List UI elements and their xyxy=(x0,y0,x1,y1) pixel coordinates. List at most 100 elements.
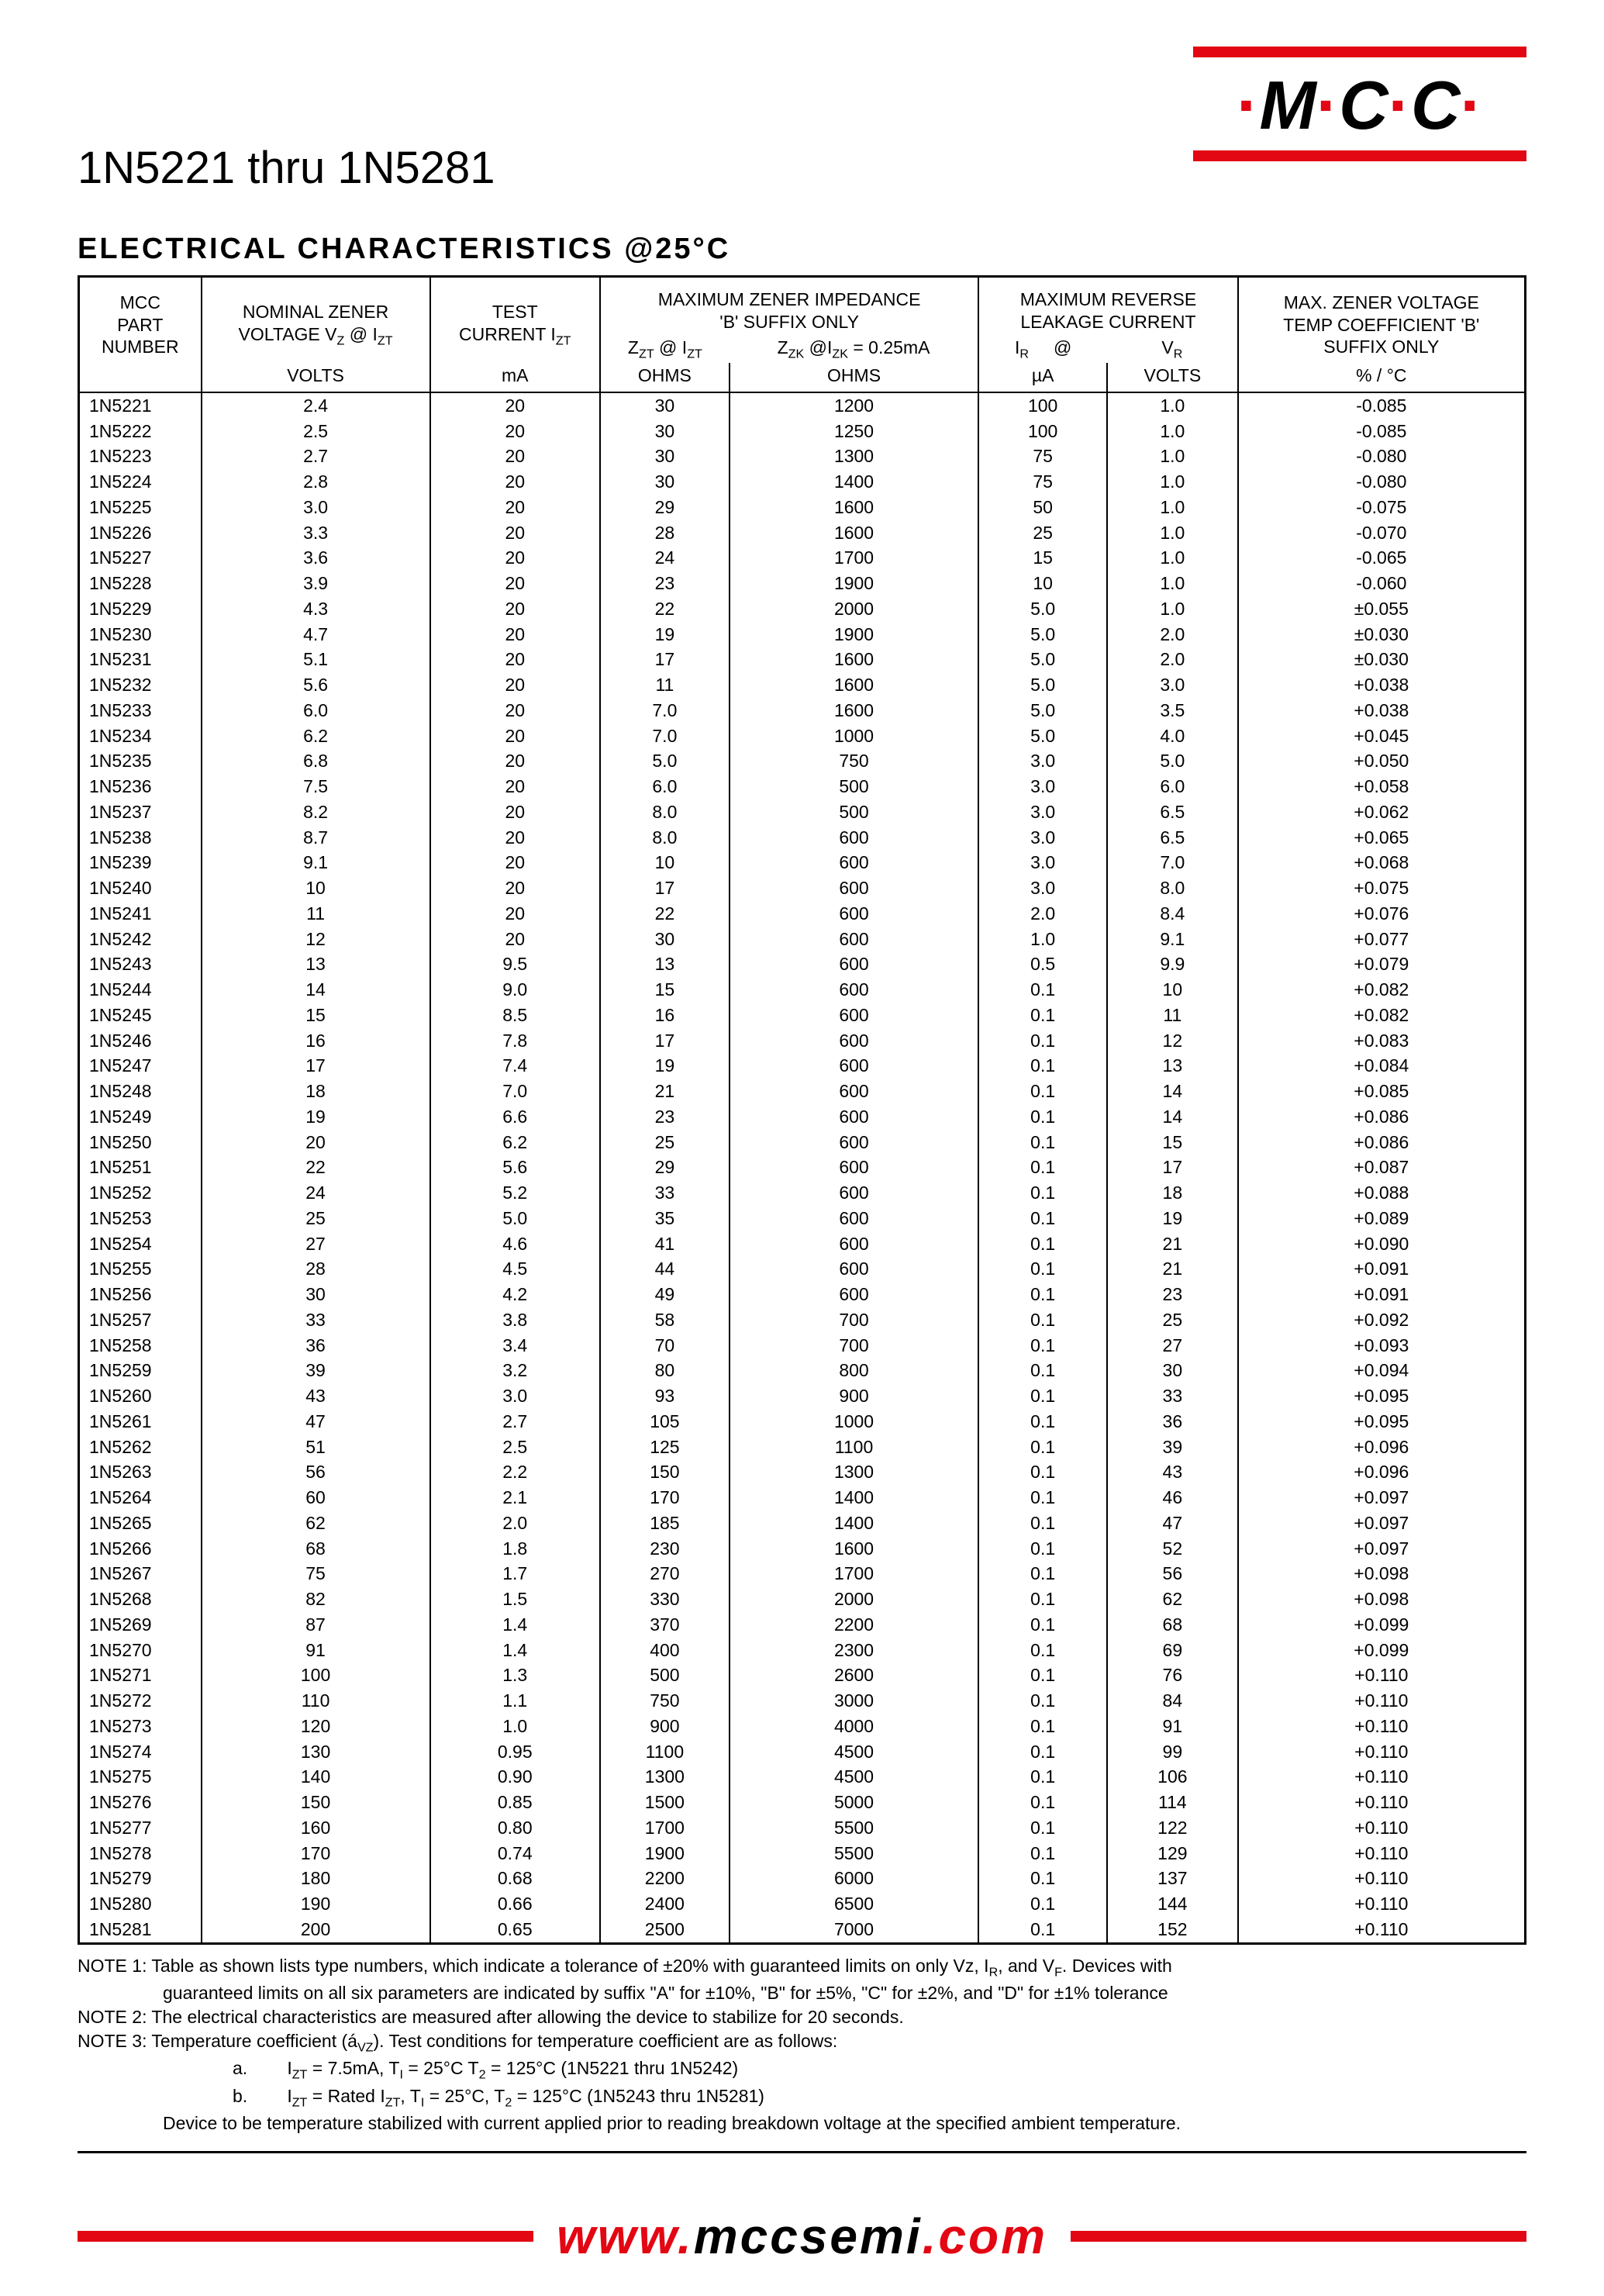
table-row: 1N52711001.350026000.176+0.110 xyxy=(79,1662,1526,1688)
table-cell: 9.9 xyxy=(1107,951,1238,977)
table-cell: 0.1 xyxy=(978,1282,1107,1307)
table-cell: 3.5 xyxy=(1107,698,1238,723)
table-cell: 3.0 xyxy=(978,875,1107,901)
table-cell: 36 xyxy=(202,1333,430,1359)
table-row: 1N5244149.0156000.110+0.082 xyxy=(79,977,1526,1003)
table-cell: 20 xyxy=(430,927,600,952)
table-cell: 24 xyxy=(202,1180,430,1206)
table-cell: 7.4 xyxy=(430,1053,600,1079)
table-cell: 39 xyxy=(202,1358,430,1383)
table-cell: 1N5262 xyxy=(79,1435,202,1460)
table-cell: +0.095 xyxy=(1238,1383,1526,1409)
table-cell: 1N5255 xyxy=(79,1256,202,1282)
table-cell: 1N5250 xyxy=(79,1130,202,1155)
table-cell: 25 xyxy=(978,520,1107,546)
table-cell: 800 xyxy=(730,1358,978,1383)
table-cell: 16 xyxy=(202,1028,430,1054)
hdr-imp-l2: 'B' SUFFIX ONLY xyxy=(719,312,859,332)
table-cell: 43 xyxy=(202,1383,430,1409)
table-cell: 0.1 xyxy=(978,977,1107,1003)
table-cell: 0.1 xyxy=(978,1917,1107,1943)
table-cell: 150 xyxy=(600,1459,730,1485)
table-row: 1N5259393.2808000.130+0.094 xyxy=(79,1358,1526,1383)
table-cell: 8.2 xyxy=(202,799,430,825)
table-cell: 1.0 xyxy=(978,927,1107,952)
table-row: 1N5265622.018514000.147+0.097 xyxy=(79,1511,1526,1536)
table-row: 1N5268821.533020000.162+0.098 xyxy=(79,1586,1526,1612)
table-cell: 1250 xyxy=(730,419,978,444)
table-cell: 0.1 xyxy=(978,1586,1107,1612)
table-cell: 8.4 xyxy=(1107,901,1238,927)
table-cell: +0.065 xyxy=(1238,825,1526,851)
table-cell: 0.1 xyxy=(978,1891,1107,1917)
table-cell: 1N5247 xyxy=(79,1053,202,1079)
table-cell: 9.0 xyxy=(430,977,600,1003)
table-cell: 1N5256 xyxy=(79,1282,202,1307)
table-cell: 100 xyxy=(978,392,1107,419)
table-row: 1N52212.4203012001001.0-0.085 xyxy=(79,392,1526,419)
table-row: 1N5260433.0939000.133+0.095 xyxy=(79,1383,1526,1409)
table-row: 1N52771600.80170055000.1122+0.110 xyxy=(79,1815,1526,1841)
table-row: 1N52242.820301400751.0-0.080 xyxy=(79,469,1526,495)
table-cell: 1.4 xyxy=(430,1638,600,1663)
table-cell: 500 xyxy=(600,1662,730,1688)
footer-rule xyxy=(78,2151,1526,2153)
table-cell: 3.0 xyxy=(978,774,1107,799)
table-cell: 1N5263 xyxy=(79,1459,202,1485)
table-cell: 9.1 xyxy=(202,850,430,875)
table-cell: 600 xyxy=(730,1104,978,1130)
table-cell: 5.6 xyxy=(202,672,430,698)
table-cell: 1N5252 xyxy=(79,1180,202,1206)
table-cell: 17 xyxy=(600,647,730,672)
table-cell: 23 xyxy=(1107,1282,1238,1307)
table-cell: 27 xyxy=(202,1231,430,1257)
table-cell: 1N5246 xyxy=(79,1028,202,1054)
unit-volts2: VOLTS xyxy=(1107,363,1238,392)
table-row: 1N52336.0207.016005.03.5+0.038 xyxy=(79,698,1526,723)
table-cell: 99 xyxy=(1107,1739,1238,1765)
table-row: 1N52263.320281600251.0-0.070 xyxy=(79,520,1526,546)
table-cell: 1.0 xyxy=(1107,545,1238,571)
table-cell: 0.80 xyxy=(430,1815,600,1841)
table-row: 1N5245158.5166000.111+0.082 xyxy=(79,1003,1526,1028)
table-cell: -0.085 xyxy=(1238,419,1526,444)
table-cell: 0.1 xyxy=(978,1511,1107,1536)
table-cell: 0.1 xyxy=(978,1561,1107,1586)
table-cell: 7.5 xyxy=(202,774,430,799)
table-cell: 24 xyxy=(600,545,730,571)
table-cell: 5.0 xyxy=(600,748,730,774)
table-cell: 8.5 xyxy=(430,1003,600,1028)
table-cell: 0.1 xyxy=(978,1790,1107,1815)
table-cell: 170 xyxy=(202,1841,430,1866)
table-cell: 3.9 xyxy=(202,571,430,596)
table-cell: 6.5 xyxy=(1107,825,1238,851)
table-cell: 12 xyxy=(202,927,430,952)
table-cell: 0.5 xyxy=(978,951,1107,977)
table-cell: 0.1 xyxy=(978,1688,1107,1714)
table-cell: 5500 xyxy=(730,1815,978,1841)
table-cell: 2.7 xyxy=(202,444,430,469)
table-cell: 91 xyxy=(1107,1714,1238,1739)
table-cell: 1N5235 xyxy=(79,748,202,774)
table-cell: 600 xyxy=(730,1003,978,1028)
table-cell: 6.2 xyxy=(202,723,430,749)
table-row: 1N52411120226002.08.4+0.076 xyxy=(79,901,1526,927)
table-cell: 75 xyxy=(202,1561,430,1586)
table-row: 1N52346.2207.010005.04.0+0.045 xyxy=(79,723,1526,749)
table-cell: 7000 xyxy=(730,1917,978,1943)
table-row: 1N52315.1201716005.02.0±0.030 xyxy=(79,647,1526,672)
table-cell: 20 xyxy=(430,647,600,672)
table-row: 1N5243139.5136000.59.9+0.079 xyxy=(79,951,1526,977)
table-cell: 0.65 xyxy=(430,1917,600,1943)
note-3: NOTE 3: Temperature coefficient (áVZ). T… xyxy=(78,2029,1526,2056)
table-cell: 1N5272 xyxy=(79,1688,202,1714)
hdr-tc-l2: TEMP COEFFICIENT 'B' xyxy=(1283,315,1479,335)
section-heading: ELECTRICAL CHARACTERISTICS @25°C xyxy=(78,233,1526,266)
table-cell: 1100 xyxy=(730,1435,978,1460)
table-cell: 70 xyxy=(600,1333,730,1359)
table-cell: 21 xyxy=(1107,1231,1238,1257)
table-cell: 600 xyxy=(730,1206,978,1231)
table-cell: +0.110 xyxy=(1238,1891,1526,1917)
table-cell: 20 xyxy=(430,545,600,571)
table-cell: 29 xyxy=(600,495,730,520)
